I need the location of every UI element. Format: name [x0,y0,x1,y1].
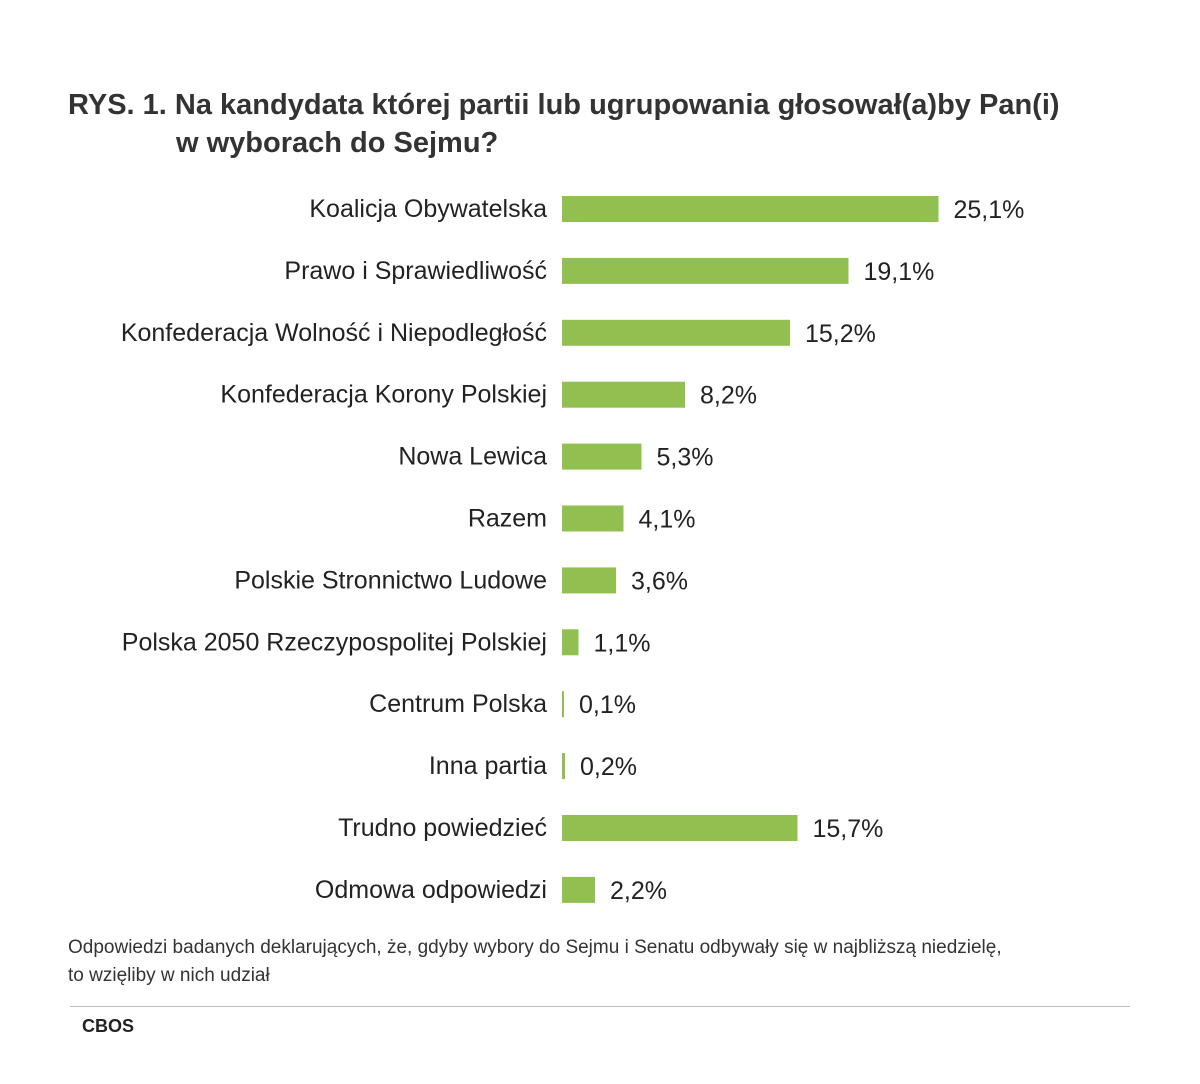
category-label: Koalicja Obywatelska [309,195,547,223]
data-label: 0,2% [580,753,637,781]
data-label: 0,1% [579,691,636,719]
bar [562,876,595,903]
chart-title-line2: w wyborach do Sejmu? [176,127,499,159]
category-label: Inna partia [429,752,547,780]
bar [562,381,685,408]
bar [562,567,616,594]
bar [562,691,564,718]
bar [562,629,579,656]
bar-chart: Koalicja Obywatelska 25,1% Prawo i Sprawie… [121,195,1025,905]
data-label: 2,2% [610,877,667,905]
divider [70,1006,1130,1007]
category-label: Polskie Stronnictwo Ludowe [234,566,547,594]
data-label: 8,2% [700,382,757,410]
footnote: Odpowiedzi badanych deklarujących, że, g… [68,934,1148,990]
bar [562,196,939,222]
bar [562,815,798,841]
bar [562,505,624,532]
data-label: 15,7% [813,815,884,843]
chart-title-line1: RYS. 1. Na kandydata której partii lub u… [68,89,1060,121]
bar [562,257,849,284]
footnote-line1: Odpowiedzi badanych deklarujących, że, g… [68,937,1002,958]
category-label: Polska 2050 Rzeczypospolitej Polskiej [122,628,547,656]
category-label: Nowa Lewica [398,443,547,471]
data-label: 15,2% [805,320,876,348]
category-label: Razem [468,505,547,533]
category-label: Konfederacja Wolność i Niepodległość [121,319,547,347]
category-label: Konfederacja Korony Polskiej [220,381,547,409]
data-label: 4,1% [639,506,696,534]
category-label: Odmowa odpowiedzi [315,876,547,904]
source-label: CBOS [82,1016,135,1036]
category-label: Prawo i Sprawiedliwość [284,257,547,285]
category-label: Trudno powiedzieć [338,814,547,842]
bar [562,319,790,346]
data-label: 25,1% [954,196,1025,224]
data-label: 5,3% [657,444,714,472]
data-label: 3,6% [631,567,688,595]
category-label: Centrum Polska [369,690,547,718]
bar [562,443,642,470]
data-label: 19,1% [864,258,935,286]
footnote-line2: to wzięliby w nich udział [68,965,270,986]
data-label: 1,1% [594,629,651,657]
chart-title: RYS. 1. Na kandydata której partii lub u… [68,86,1128,162]
bar [562,753,565,780]
